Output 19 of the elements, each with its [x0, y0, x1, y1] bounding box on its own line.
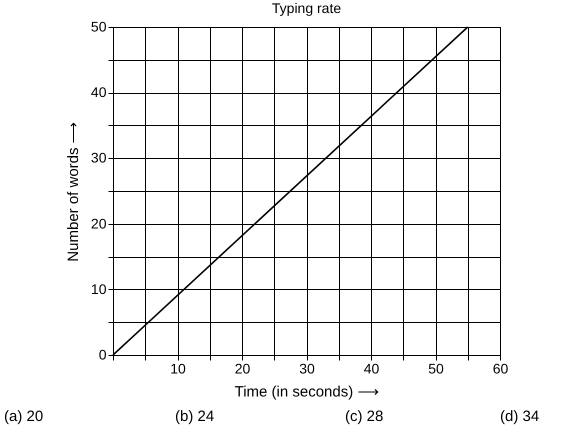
y-tick-label: 50	[90, 18, 107, 34]
chart-title: Typing rate	[272, 0, 342, 16]
x-tick-label: 10	[170, 360, 186, 376]
y-tick-label: 40	[90, 84, 107, 100]
x-tick-label: 60	[492, 360, 508, 376]
x-axis-title: Time (in seconds) ⟶	[234, 384, 380, 400]
text: (d) 34	[500, 408, 540, 425]
text: (c) 28	[345, 408, 384, 425]
x-tick-label: 40	[364, 360, 380, 376]
x-tick-label: 50	[428, 360, 444, 376]
y-tick-label: 20	[90, 215, 107, 232]
y-tick-label: 0	[98, 346, 107, 362]
text: (a) 20	[4, 408, 44, 425]
y-tick-label: 10	[90, 280, 107, 297]
text: (b) 24	[175, 408, 214, 425]
y-tick-label: 30	[90, 150, 107, 166]
y-axis-title: Number of words ⟶	[64, 121, 82, 262]
x-tick-label: 20	[234, 360, 250, 376]
x-tick-label: 30	[299, 360, 315, 376]
